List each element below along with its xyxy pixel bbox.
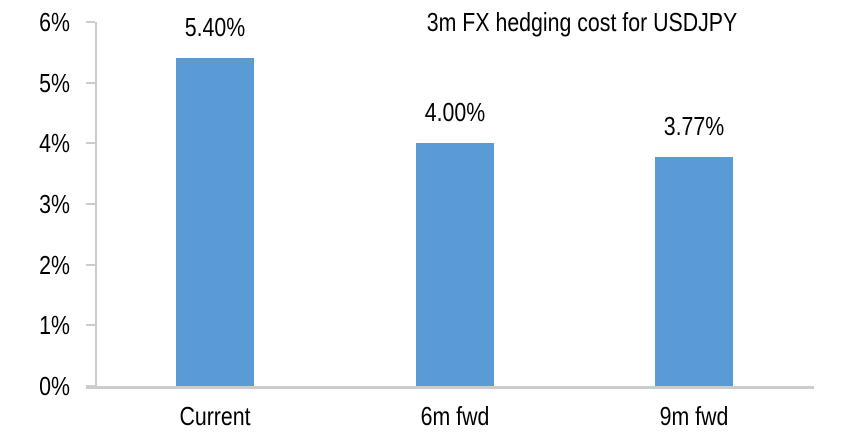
y-axis-line: [95, 22, 97, 388]
y-tick-mark: [86, 385, 95, 387]
chart-title: 3m FX hedging cost for USDJPY: [426, 7, 738, 37]
y-tick-mark: [86, 203, 95, 205]
y-tick-label: 0%: [39, 371, 70, 401]
y-tick-label: 4%: [39, 128, 70, 159]
y-tick-mark: [86, 324, 95, 327]
y-tick-label: 5%: [39, 67, 70, 98]
y-tick-mark: [86, 21, 95, 23]
y-tick-mark: [86, 263, 95, 266]
x-category-label: 6m fwd: [420, 401, 489, 431]
y-tick-label: 2%: [39, 249, 70, 280]
x-axis-line: [86, 386, 814, 389]
bar-value-label: 3.77%: [663, 111, 725, 142]
y-tick-label: 3%: [39, 189, 70, 219]
bar-9m-fwd: [655, 157, 734, 386]
bar-current: [175, 58, 254, 386]
y-tick-mark: [86, 81, 95, 84]
bar-6m-fwd: [415, 143, 494, 386]
y-tick-mark: [86, 142, 95, 145]
bar-value-label: 4.00%: [424, 97, 485, 128]
bar-value-label: 5.40%: [184, 12, 246, 43]
x-category-label: Current: [179, 401, 251, 431]
y-tick-label: 6%: [39, 7, 70, 37]
x-category-label: 9m fwd: [659, 401, 729, 431]
y-tick-label: 1%: [39, 310, 70, 341]
